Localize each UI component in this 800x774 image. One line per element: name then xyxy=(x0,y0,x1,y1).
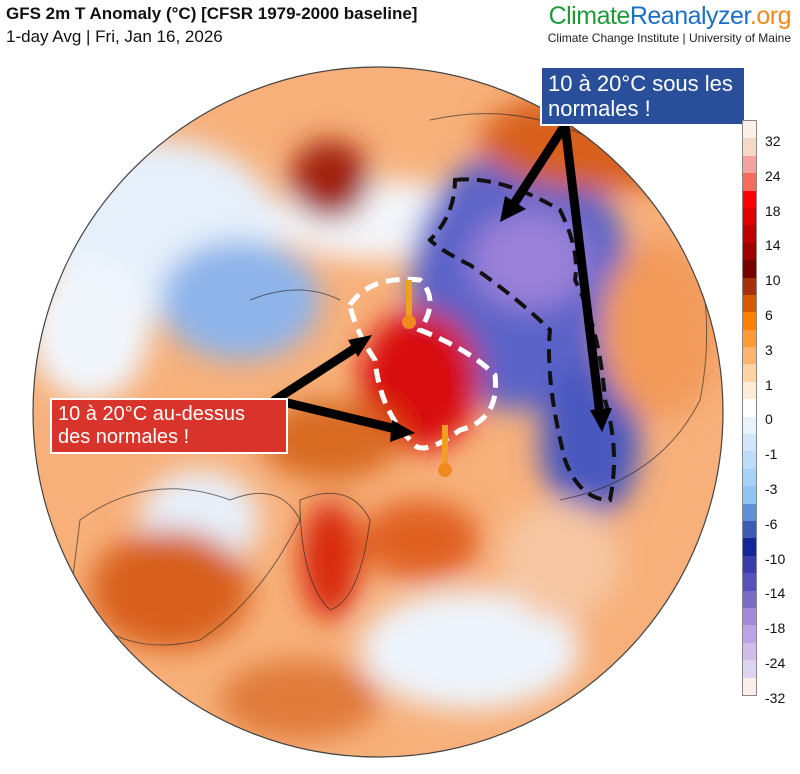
legend-tick-label: 18 xyxy=(765,202,781,219)
legend-tick-label: -18 xyxy=(765,620,786,637)
legend-swatch xyxy=(743,364,756,382)
color-legend-bar xyxy=(742,120,757,696)
legend-swatch xyxy=(743,399,756,417)
map-title: GFS 2m T Anomaly (°C) [CFSR 1979-2000 ba… xyxy=(6,4,418,23)
marker-pin xyxy=(438,463,452,477)
institution-label: Climate Change Institute | University of… xyxy=(547,31,791,45)
legend-tick-label: -10 xyxy=(765,550,786,567)
legend-swatch xyxy=(743,677,756,695)
legend-swatch xyxy=(743,173,756,191)
legend-swatch xyxy=(743,312,756,330)
marker-pin xyxy=(402,315,416,329)
cold-region-outline xyxy=(427,177,616,503)
legend-swatch xyxy=(743,242,756,261)
legend-swatch xyxy=(743,190,756,208)
brand-part: .org xyxy=(749,2,792,30)
legend-swatch xyxy=(743,520,756,539)
annotation-arrows xyxy=(270,120,605,435)
warm-region-outline xyxy=(347,276,499,451)
legend-swatch xyxy=(743,121,756,139)
legend-swatch xyxy=(743,416,756,435)
cold-annotation-label: 10 à 20°C sous les normales ! xyxy=(540,66,746,126)
legend-tick-label: 10 xyxy=(765,272,781,289)
legend-swatch xyxy=(743,225,756,243)
legend-swatch xyxy=(743,468,756,487)
legend-swatch xyxy=(743,555,756,574)
globe-outline xyxy=(32,66,724,758)
legend-swatch xyxy=(743,642,756,661)
legend-swatch xyxy=(743,347,756,365)
legend-tick-label: 3 xyxy=(765,341,773,358)
legend-swatch xyxy=(743,607,756,626)
legend-swatch xyxy=(743,503,756,521)
legend-swatch xyxy=(743,434,756,452)
legend-swatch xyxy=(743,207,756,226)
legend-swatch xyxy=(743,573,756,591)
legend-swatch xyxy=(743,260,756,278)
legend-tick-label: 1 xyxy=(765,376,773,393)
legend-tick-label: -3 xyxy=(765,481,778,497)
legend-tick-label: 32 xyxy=(765,133,781,149)
legend-tick-label: 14 xyxy=(765,237,781,254)
legend-swatch xyxy=(743,329,756,348)
legend-swatch xyxy=(743,381,756,400)
legend-swatch xyxy=(743,538,756,556)
brand-part: Climate xyxy=(548,2,631,30)
legend-swatch xyxy=(743,277,756,295)
legend-swatch xyxy=(743,590,756,608)
legend-swatch xyxy=(743,486,756,504)
legend-tick-label: -14 xyxy=(765,585,786,602)
legend-tick-label: 0 xyxy=(765,411,773,428)
legend-swatch xyxy=(743,451,756,469)
brand-logo[interactable]: ClimateReanalyzer.org xyxy=(548,2,792,31)
map-subtitle: 1-day Avg | Fri, Jan 16, 2026 xyxy=(6,27,223,46)
legend-tick-label: -1 xyxy=(765,446,778,463)
legend-tick-label: -6 xyxy=(765,515,778,532)
legend-tick-label: 6 xyxy=(765,307,773,323)
legend-swatch xyxy=(743,294,756,313)
warm-annotation-label: 10 à 20°C au-dessus des normales ! xyxy=(50,398,288,454)
legend-swatch xyxy=(743,625,756,643)
legend-swatch xyxy=(743,138,756,156)
legend-swatch xyxy=(743,660,756,678)
legend-tick-label: -24 xyxy=(765,655,786,671)
legend-tick-label: -32 xyxy=(765,689,786,706)
brand-part: Reanalyzer xyxy=(629,2,751,30)
legend-tick-label: 24 xyxy=(765,167,781,184)
legend-swatch xyxy=(743,155,756,174)
